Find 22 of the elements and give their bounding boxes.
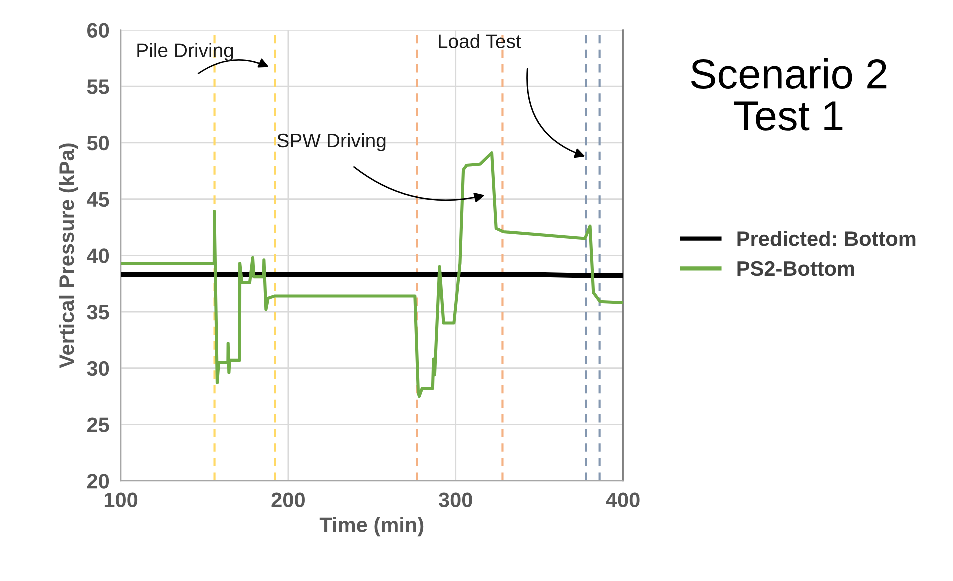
x-axis-title: Time (min) bbox=[320, 517, 424, 537]
y-tick-label: 20 bbox=[87, 474, 110, 489]
text: Scenario 2 Test 1 bbox=[691, 58, 887, 131]
legend-label: Predicted: Bottom bbox=[738, 231, 916, 246]
y-tick-label: 45 bbox=[87, 192, 110, 208]
x-tick-label: 200 bbox=[272, 492, 305, 508]
annotation: Pile Driving bbox=[138, 43, 234, 62]
x-tick-label: 400 bbox=[606, 492, 640, 508]
y-tick-label: 55 bbox=[87, 80, 110, 94]
x-tick-label: 100 bbox=[104, 492, 138, 508]
annotation: Load Test bbox=[439, 34, 522, 48]
legend-label: PS2-Bottom bbox=[738, 261, 854, 276]
y-tick-label: 35 bbox=[87, 305, 110, 320]
y-tick-label: 60 bbox=[88, 23, 110, 38]
x-tick-label: 300 bbox=[438, 492, 472, 508]
y-tick-label: 25 bbox=[87, 418, 110, 432]
line-series bbox=[121, 152, 624, 398]
y-axis-title: Vertical Pressure (kPa) bbox=[58, 144, 78, 368]
y-tick-label: 40 bbox=[87, 248, 110, 264]
annotation: SPW Driving bbox=[278, 133, 386, 152]
y-tick-label: 30 bbox=[87, 361, 110, 376]
y-tick-label: 50 bbox=[87, 136, 110, 151]
